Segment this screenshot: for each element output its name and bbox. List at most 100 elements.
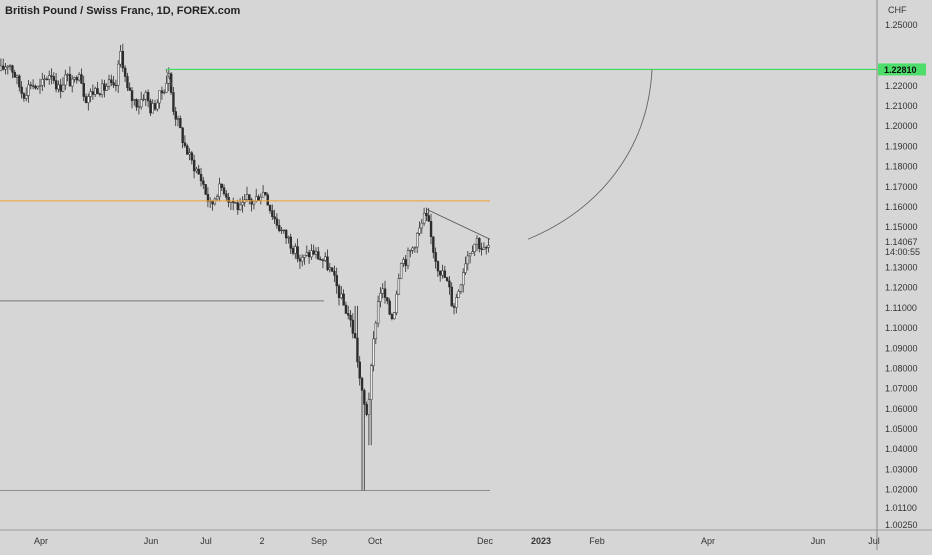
candle-body: [158, 90, 161, 104]
last-price-label: 1.14067: [885, 237, 918, 247]
price-tick-label: 1.11000: [885, 303, 917, 313]
candle-body: [84, 96, 88, 104]
candle-body: [0, 65, 3, 71]
candle-body: [445, 277, 449, 282]
candle-body: [29, 84, 33, 86]
candle-body: [402, 259, 405, 264]
candle-body: [38, 85, 42, 87]
candle-body: [413, 246, 417, 249]
candle-body: [319, 259, 322, 261]
candle-body: [186, 145, 189, 155]
candle-body: [188, 152, 191, 155]
candle-body: [48, 75, 51, 80]
candle-body: [241, 202, 244, 206]
candle-body: [425, 212, 428, 216]
price-tick-label: 1.00250: [885, 520, 918, 530]
candle-body: [151, 103, 154, 114]
candle-body: [36, 86, 39, 89]
candle-body: [271, 210, 274, 217]
candle-body: [395, 293, 398, 314]
candle-body: [432, 236, 435, 253]
candle-body: [250, 199, 253, 205]
candle-body: [202, 180, 205, 185]
price-tick-label: 1.03000: [885, 464, 918, 474]
candle-body: [94, 88, 97, 95]
time-tick-label: 2: [259, 536, 264, 546]
candle-body: [107, 79, 111, 87]
candle-body: [103, 83, 106, 91]
candle-body: [15, 75, 19, 78]
candle-body: [363, 390, 366, 405]
candle-body: [13, 72, 16, 78]
candle-body: [455, 297, 458, 308]
candle-body: [370, 365, 373, 400]
candle-body: [353, 333, 357, 339]
candle-body: [73, 77, 76, 80]
candle-body: [218, 183, 221, 197]
time-tick-label: Dec: [477, 536, 494, 546]
candle-body: [268, 204, 272, 211]
target-price-badge: [878, 63, 926, 76]
candle-body: [487, 245, 490, 248]
candle-body: [59, 84, 62, 92]
candle-body: [255, 196, 258, 202]
candle-body: [179, 118, 182, 129]
candle-body: [43, 78, 46, 80]
candle-body: [204, 184, 207, 195]
price-tick-label: 1.07000: [885, 384, 918, 394]
price-tick-label: 1.21000: [885, 101, 918, 111]
candle-body: [468, 253, 472, 257]
price-tick-label: 1.08000: [885, 363, 918, 373]
time-tick-label: Apr: [701, 536, 715, 546]
candle-body: [482, 247, 486, 250]
candle-body: [296, 246, 299, 259]
candle-body: [199, 173, 203, 182]
candle-body: [64, 74, 67, 86]
candle-body: [121, 51, 125, 69]
candle-body: [397, 278, 401, 295]
price-tick-label: 1.12000: [885, 283, 918, 293]
price-tick-label: 1.19000: [885, 141, 918, 151]
candle-body: [448, 280, 451, 288]
candle-body: [273, 216, 276, 220]
time-tick-label: Feb: [589, 536, 605, 546]
candle-body: [349, 314, 352, 321]
candle-body: [142, 98, 145, 101]
price-tick-label: 1.05000: [885, 424, 918, 434]
candle-body: [358, 361, 361, 379]
candle-body: [52, 76, 56, 81]
candle-body: [68, 74, 72, 87]
price-tick-label: 1.01100: [885, 503, 917, 513]
candle-body: [390, 314, 394, 320]
candle-body: [422, 212, 426, 224]
candle-body: [105, 86, 108, 91]
candle-body: [416, 233, 419, 248]
target-line-start-tick: [165, 69, 173, 86]
candle-body: [388, 300, 391, 315]
price-tick-label: 1.04000: [885, 444, 918, 454]
candle-body: [126, 76, 129, 89]
candle-body: [411, 247, 414, 251]
candle-body: [54, 80, 58, 90]
candle-body: [312, 250, 315, 255]
candle-body: [89, 91, 92, 97]
candle-body: [450, 286, 453, 307]
candle-body: [245, 194, 249, 200]
candle-body: [31, 85, 35, 87]
candle-body: [261, 192, 265, 198]
candle-body: [473, 243, 476, 252]
candle-body: [307, 252, 311, 258]
candle-body: [266, 194, 269, 206]
candle-body: [195, 168, 198, 172]
candle-body: [376, 301, 380, 324]
candle-body: [98, 93, 102, 95]
candle-body: [443, 270, 447, 278]
candle-body: [174, 111, 177, 120]
candle-body: [137, 106, 141, 108]
candle-body: [25, 95, 28, 99]
price-tick-label: 1.20000: [885, 121, 918, 131]
time-tick-label: Jun: [811, 536, 826, 546]
candle-body: [418, 227, 421, 234]
